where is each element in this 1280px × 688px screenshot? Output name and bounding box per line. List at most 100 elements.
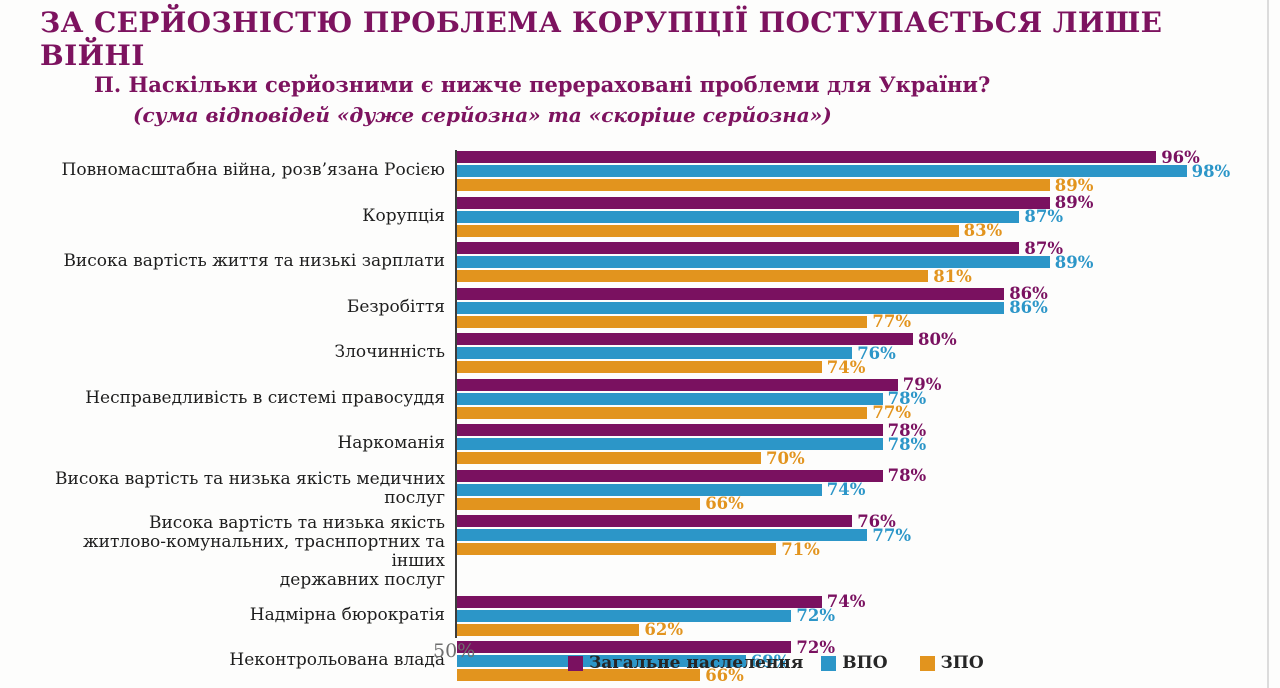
bar-row: 72% bbox=[457, 639, 1227, 655]
bar-vpo bbox=[457, 438, 883, 450]
bar-general bbox=[457, 242, 1020, 254]
chart-group: Неконтрольована влада 72% 69% 66% bbox=[40, 639, 1245, 684]
chart-group: Злочинність 80% 76% 74% bbox=[40, 329, 1245, 377]
legend-swatch-general bbox=[568, 655, 583, 671]
chart-axis-line bbox=[455, 150, 457, 638]
bar-value-label: 77% bbox=[872, 403, 912, 422]
bar-row: 87% bbox=[457, 207, 1227, 226]
legend-label-zpo: ЗПО bbox=[940, 653, 984, 673]
chart-group: Безробіття 86% 86% 77% bbox=[40, 284, 1245, 331]
bar-value-label: 87% bbox=[1024, 207, 1064, 226]
bar-value-label: 80% bbox=[918, 329, 957, 349]
bar-value-label: 77% bbox=[872, 312, 912, 331]
category-bars: 89% 87% 83% bbox=[457, 194, 1227, 240]
bar-row: 74% bbox=[457, 357, 1227, 377]
bar-zpo bbox=[457, 179, 1050, 191]
bar-row: 79% bbox=[457, 375, 1227, 394]
legend-swatch-zpo bbox=[919, 655, 935, 671]
bar-vpo bbox=[457, 483, 822, 496]
bar-value-label: 71% bbox=[781, 539, 820, 559]
bar-row: 74% bbox=[457, 480, 1227, 499]
bar-row: 77% bbox=[457, 525, 1227, 545]
legend-label-general: Загальне наслелення bbox=[589, 653, 804, 673]
bar-vpo bbox=[457, 609, 792, 622]
category-label: Висока вартість та низька якість житлово… bbox=[83, 513, 445, 590]
axis-origin-label: 50% bbox=[433, 640, 476, 662]
category-bars: 72% 69% 66% bbox=[457, 639, 1227, 683]
bar-value-label: 96% bbox=[1161, 147, 1200, 167]
bar-value-label: 72% bbox=[796, 606, 836, 625]
page-right-edge-divider bbox=[1267, 0, 1269, 688]
bar-row: 69% bbox=[457, 653, 1227, 669]
category-label: Наркоманія bbox=[337, 433, 445, 453]
bar-value-label: 74% bbox=[826, 480, 866, 499]
chart-group: Несправедливість в системі правосуддя 79%… bbox=[40, 375, 1245, 422]
bar-vpo bbox=[457, 256, 1050, 268]
bar-value-label: 83% bbox=[963, 221, 1003, 240]
bar-general bbox=[457, 424, 883, 436]
bar-row: 71% bbox=[457, 539, 1227, 559]
bar-row: 74% bbox=[457, 593, 1227, 610]
chart-group: Корупція 89% 87% 83% bbox=[40, 194, 1245, 240]
category-label: Несправедливість в системі правосуддя bbox=[85, 387, 445, 408]
bar-row: 86% bbox=[457, 284, 1227, 303]
chart-group: Висока вартість та низька якість житлово… bbox=[40, 513, 1245, 590]
bar-zpo bbox=[457, 270, 929, 282]
bar-general bbox=[457, 595, 822, 608]
bar-row: 76% bbox=[457, 513, 1227, 529]
category-label: Корупція bbox=[362, 205, 445, 226]
bar-zpo bbox=[457, 406, 868, 419]
category-bars: 78% 78% 70% bbox=[457, 420, 1227, 468]
legend-swatch-vpo bbox=[821, 655, 837, 671]
bar-row: 72% bbox=[457, 606, 1227, 625]
bar-value-label: 87% bbox=[1024, 238, 1064, 258]
bar-value-label: 89% bbox=[1054, 175, 1094, 195]
bar-zpo bbox=[457, 361, 822, 373]
bar-row: 96% bbox=[457, 147, 1227, 167]
chart-group: Надмірна бюрократія 74% 72% 62% bbox=[40, 593, 1245, 638]
bar-row: 80% bbox=[457, 329, 1227, 349]
bar-value-label: 66% bbox=[705, 494, 744, 513]
bar-general bbox=[457, 641, 792, 653]
bar-row: 89% bbox=[457, 175, 1227, 195]
chart-legend: Загальне наслелення ВПО ЗПО bbox=[568, 653, 984, 673]
category-bars: 79% 78% 77% bbox=[457, 375, 1227, 422]
category-bars: 96% 98% 89% bbox=[457, 147, 1230, 195]
bar-general bbox=[457, 196, 1050, 209]
bar-row: 66% bbox=[457, 667, 1227, 683]
category-label: Повномасштабна війна, розв’язана Росією bbox=[61, 160, 445, 180]
category-bars: 74% 72% 62% bbox=[457, 593, 1227, 638]
bar-general bbox=[457, 333, 913, 345]
bar-zpo bbox=[457, 497, 701, 510]
legend-label-vpo: ВПО bbox=[842, 653, 888, 673]
bar-value-label: 98% bbox=[1191, 161, 1231, 181]
bar-row: 87% bbox=[457, 238, 1227, 258]
category-label: Висока вартість та низька якість медични… bbox=[55, 469, 445, 508]
bar-value-label: 79% bbox=[902, 375, 942, 394]
legend-item-vpo: ВПО bbox=[821, 653, 888, 673]
bar-value-label: 78% bbox=[887, 389, 927, 408]
grouped-bar-chart: Повномасштабна війна, розв’язана Росією 9… bbox=[40, 147, 1245, 686]
bar-value-label: 78% bbox=[887, 466, 927, 485]
bar-value-label: 70% bbox=[766, 448, 805, 468]
bar-vpo bbox=[457, 165, 1187, 177]
chart-group: Висока вартість життя та низькі зарплати… bbox=[40, 238, 1245, 285]
bar-value-label: 76% bbox=[857, 343, 896, 363]
bar-general bbox=[457, 378, 898, 391]
page-title: ЗА СЕРЙОЗНІСТЮ ПРОБЛЕМА КОРУПЦІЇ ПОСТУПА… bbox=[40, 6, 1163, 72]
category-bars: 86% 86% 77% bbox=[457, 284, 1227, 331]
category-label: Надмірна бюрократія bbox=[249, 604, 445, 625]
bar-value-label: 74% bbox=[826, 357, 866, 377]
bar-row: 70% bbox=[457, 448, 1227, 468]
bar-general bbox=[457, 287, 1005, 300]
bar-value-label: 77% bbox=[872, 525, 912, 545]
bar-row: 89% bbox=[457, 254, 1227, 270]
bar-row: 66% bbox=[457, 494, 1227, 513]
bar-value-label: 78% bbox=[887, 420, 927, 440]
bar-value-label: 78% bbox=[887, 434, 927, 454]
category-bars: 80% 76% 74% bbox=[457, 329, 1227, 377]
bar-row: 86% bbox=[457, 299, 1227, 316]
bar-vpo bbox=[457, 392, 883, 405]
bar-row: 77% bbox=[457, 312, 1227, 331]
bar-value-label: 86% bbox=[1009, 284, 1048, 303]
